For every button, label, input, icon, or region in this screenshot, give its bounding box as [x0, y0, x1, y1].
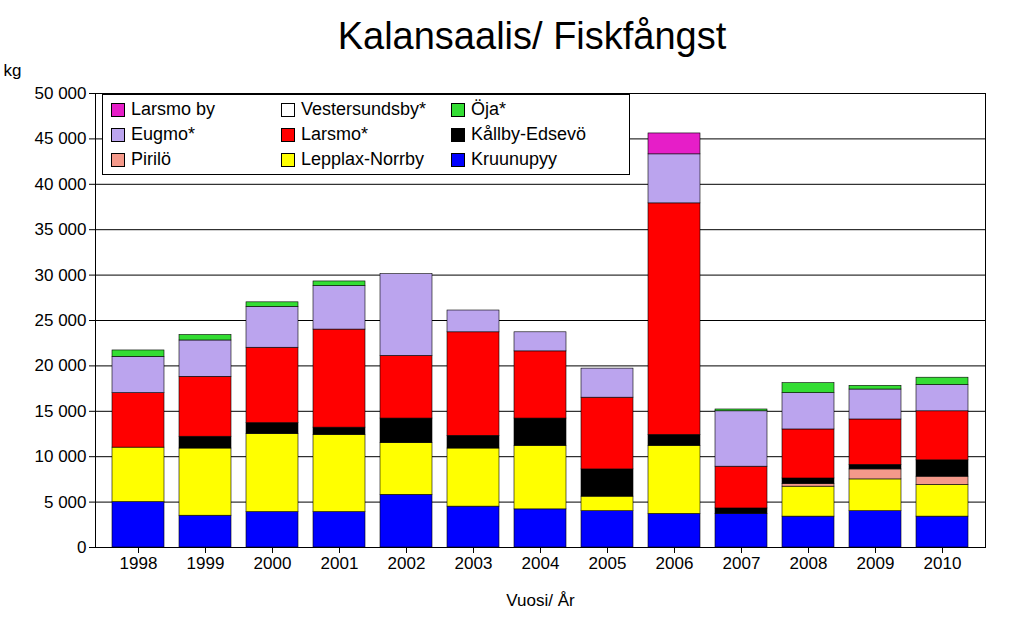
svg-text:2002: 2002: [388, 554, 426, 573]
html-text:Larsmo*: Larsmo*: [301, 124, 368, 144]
svg-text:1998: 1998: [120, 554, 158, 573]
svg-text:Vuosi/ År: Vuosi/ År: [506, 591, 575, 610]
svg-text:2006: 2006: [656, 554, 694, 573]
svg-text:5 000: 5 000: [44, 493, 87, 512]
svg-text:2001: 2001: [321, 554, 359, 573]
html-text:Lepplax-Norrby: Lepplax-Norrby: [301, 149, 425, 169]
svg-text:45 000: 45 000: [35, 129, 87, 148]
svg-text:10 000: 10 000: [35, 447, 87, 466]
html-text:Kållby-Edsevö: Kållby-Edsevö: [471, 124, 587, 144]
svg-text:2005: 2005: [589, 554, 627, 573]
svg-text:2009: 2009: [857, 554, 895, 573]
html-text:Vestersundsby*: Vestersundsby*: [301, 99, 427, 119]
svg-text:2008: 2008: [790, 554, 828, 573]
html-text:Eugmo*: Eugmo*: [131, 124, 195, 144]
svg-text:2010: 2010: [924, 554, 962, 573]
html-text:Pirilö: Pirilö: [131, 149, 171, 169]
svg-text:2000: 2000: [254, 554, 292, 573]
html-text:Larsmo by: Larsmo by: [131, 99, 215, 119]
svg-text:15 000: 15 000: [35, 402, 87, 421]
html-text:Öja*: Öja*: [471, 99, 506, 119]
html-text:Kruunupyy: Kruunupyy: [471, 149, 558, 169]
svg-text:25 000: 25 000: [35, 311, 87, 330]
svg-text:30 000: 30 000: [35, 266, 87, 285]
svg-text:50 000: 50 000: [35, 84, 87, 103]
html-text:Kalansaalis/ Fiskfångst: Kalansaalis/ Fiskfångst: [337, 15, 727, 57]
svg-text:0: 0: [77, 538, 86, 557]
svg-text:20 000: 20 000: [35, 356, 87, 375]
svg-text:35 000: 35 000: [35, 220, 87, 239]
svg-text:kg: kg: [4, 61, 22, 80]
svg-text:40 000: 40 000: [35, 175, 87, 194]
svg-text:2003: 2003: [455, 554, 493, 573]
svg-text:1999: 1999: [187, 554, 225, 573]
svg-text:2007: 2007: [723, 554, 761, 573]
svg-text:2004: 2004: [522, 554, 560, 573]
